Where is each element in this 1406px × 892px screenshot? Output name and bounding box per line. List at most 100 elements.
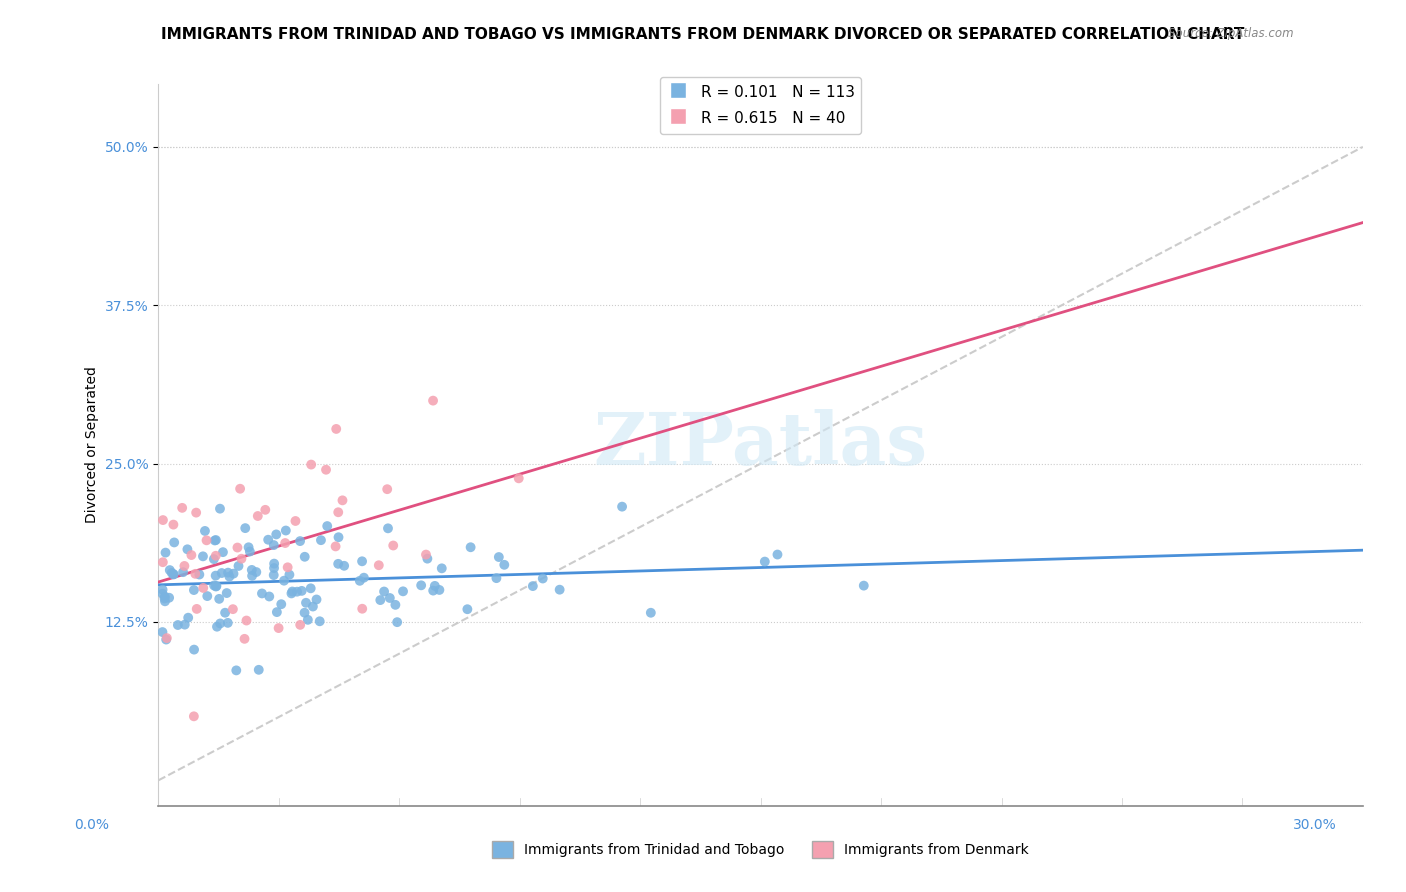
Point — [250, 586, 273, 600]
Point — [522, 579, 544, 593]
Point — [302, 599, 325, 614]
Text: IMMIGRANTS FROM TRINIDAD AND TOBAGO VS IMMIGRANTS FROM DENMARK DIVORCED OR SEPAR: IMMIGRANTS FROM TRINIDAD AND TOBAGO VS I… — [162, 27, 1244, 42]
Point — [160, 566, 183, 580]
Text: ZIPatlas: ZIPatlas — [593, 409, 928, 480]
Point — [382, 539, 405, 553]
Point — [352, 554, 374, 568]
Point — [299, 582, 322, 596]
Point — [240, 569, 263, 583]
Point — [195, 589, 218, 603]
Point — [316, 519, 339, 533]
Point — [217, 566, 239, 580]
Point — [263, 568, 285, 582]
Point — [766, 548, 789, 562]
Point — [218, 569, 240, 583]
Point — [186, 602, 208, 616]
Point — [191, 549, 214, 564]
Point — [176, 542, 198, 557]
Point — [411, 578, 433, 592]
Point — [494, 558, 516, 572]
Point — [167, 618, 190, 632]
Point — [352, 601, 374, 615]
Point — [531, 572, 554, 586]
Point — [299, 458, 322, 472]
Point — [294, 606, 316, 620]
Point — [378, 591, 401, 605]
Point — [295, 596, 318, 610]
Point — [508, 471, 530, 485]
Point — [173, 558, 195, 573]
Point — [488, 549, 510, 564]
Point — [266, 605, 288, 619]
Point — [373, 584, 395, 599]
Point — [153, 594, 176, 608]
Point — [162, 567, 184, 582]
Point — [163, 567, 186, 582]
Point — [233, 521, 256, 535]
Point — [263, 538, 285, 552]
Point — [273, 574, 295, 588]
Point — [208, 591, 231, 606]
Point — [163, 535, 186, 549]
Point — [281, 584, 304, 599]
Point — [291, 583, 314, 598]
Point — [153, 590, 176, 604]
Point — [353, 571, 375, 585]
Point — [152, 555, 174, 569]
Point — [285, 584, 308, 599]
Point — [254, 503, 277, 517]
Point — [172, 500, 194, 515]
Point — [205, 580, 228, 594]
Point — [208, 501, 231, 516]
Point — [309, 533, 332, 548]
Point — [456, 602, 478, 616]
Point — [205, 620, 228, 634]
Point — [375, 482, 398, 496]
Point — [315, 463, 337, 477]
Point — [186, 506, 208, 520]
Point — [204, 533, 226, 548]
Point — [188, 567, 211, 582]
Point — [225, 664, 247, 678]
Point — [349, 574, 371, 588]
Point — [259, 590, 281, 604]
Point — [183, 642, 205, 657]
Point — [226, 541, 249, 555]
Point — [222, 602, 245, 616]
Point — [277, 560, 299, 574]
Point — [325, 422, 347, 436]
Point — [415, 548, 437, 562]
Point — [172, 565, 194, 579]
Point — [152, 587, 174, 601]
Point — [263, 557, 285, 571]
Point — [240, 563, 263, 577]
Point — [246, 508, 269, 523]
Point — [288, 534, 311, 549]
Point — [328, 557, 350, 571]
Point — [247, 663, 270, 677]
Point — [202, 552, 225, 566]
Point — [430, 561, 453, 575]
Point — [222, 566, 245, 581]
Point — [264, 527, 287, 541]
Point — [157, 591, 180, 605]
Point — [193, 581, 215, 595]
Point — [328, 530, 350, 544]
Point — [423, 579, 446, 593]
Point — [640, 606, 662, 620]
Point — [284, 514, 307, 528]
Point — [429, 582, 451, 597]
Point — [290, 618, 312, 632]
Point — [367, 558, 389, 573]
Point — [245, 565, 267, 579]
Point — [212, 545, 235, 559]
Point — [173, 617, 195, 632]
Point — [209, 616, 232, 631]
Point — [229, 482, 252, 496]
Point — [239, 544, 262, 558]
Point — [548, 582, 571, 597]
Point — [274, 536, 297, 550]
Point — [204, 549, 226, 563]
Point — [257, 533, 280, 547]
Point — [156, 631, 179, 645]
